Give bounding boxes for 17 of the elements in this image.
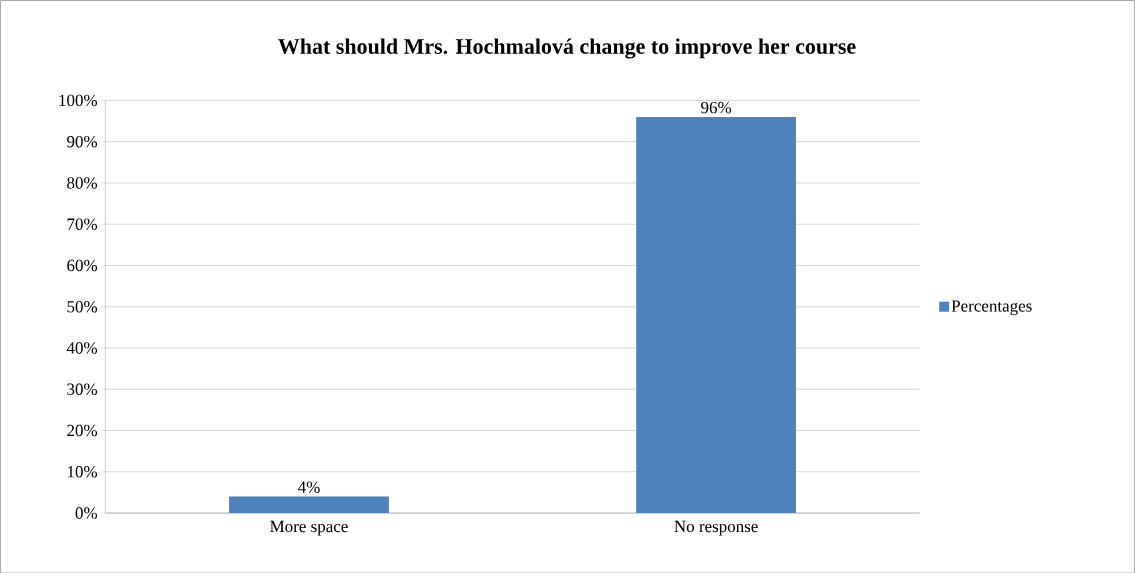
y-tick-label: 30% xyxy=(67,383,98,395)
y-tick-label: 20% xyxy=(67,424,98,437)
y-tick-label: 70% xyxy=(67,218,98,230)
chart-title: What should Mrs. Hochmalová change to improve her course xyxy=(278,38,856,59)
legend-label: Percentages xyxy=(951,300,1032,315)
y-tick-label: 60% xyxy=(67,259,98,271)
y-tick-label: 50% xyxy=(67,300,98,313)
x-tick-label: No response xyxy=(674,520,758,536)
y-tick-label: 0% xyxy=(75,507,98,519)
y-tick-label: 40% xyxy=(66,341,98,354)
y-tick-label: 100% xyxy=(59,94,98,106)
data-label: 4% xyxy=(297,481,320,493)
y-tick-label: 90% xyxy=(67,135,98,148)
x-tick-label: More space xyxy=(270,520,348,536)
y-tick-label: 10% xyxy=(67,465,98,478)
y-tick-label: 80% xyxy=(67,176,98,189)
data-label: 96% xyxy=(701,101,732,114)
